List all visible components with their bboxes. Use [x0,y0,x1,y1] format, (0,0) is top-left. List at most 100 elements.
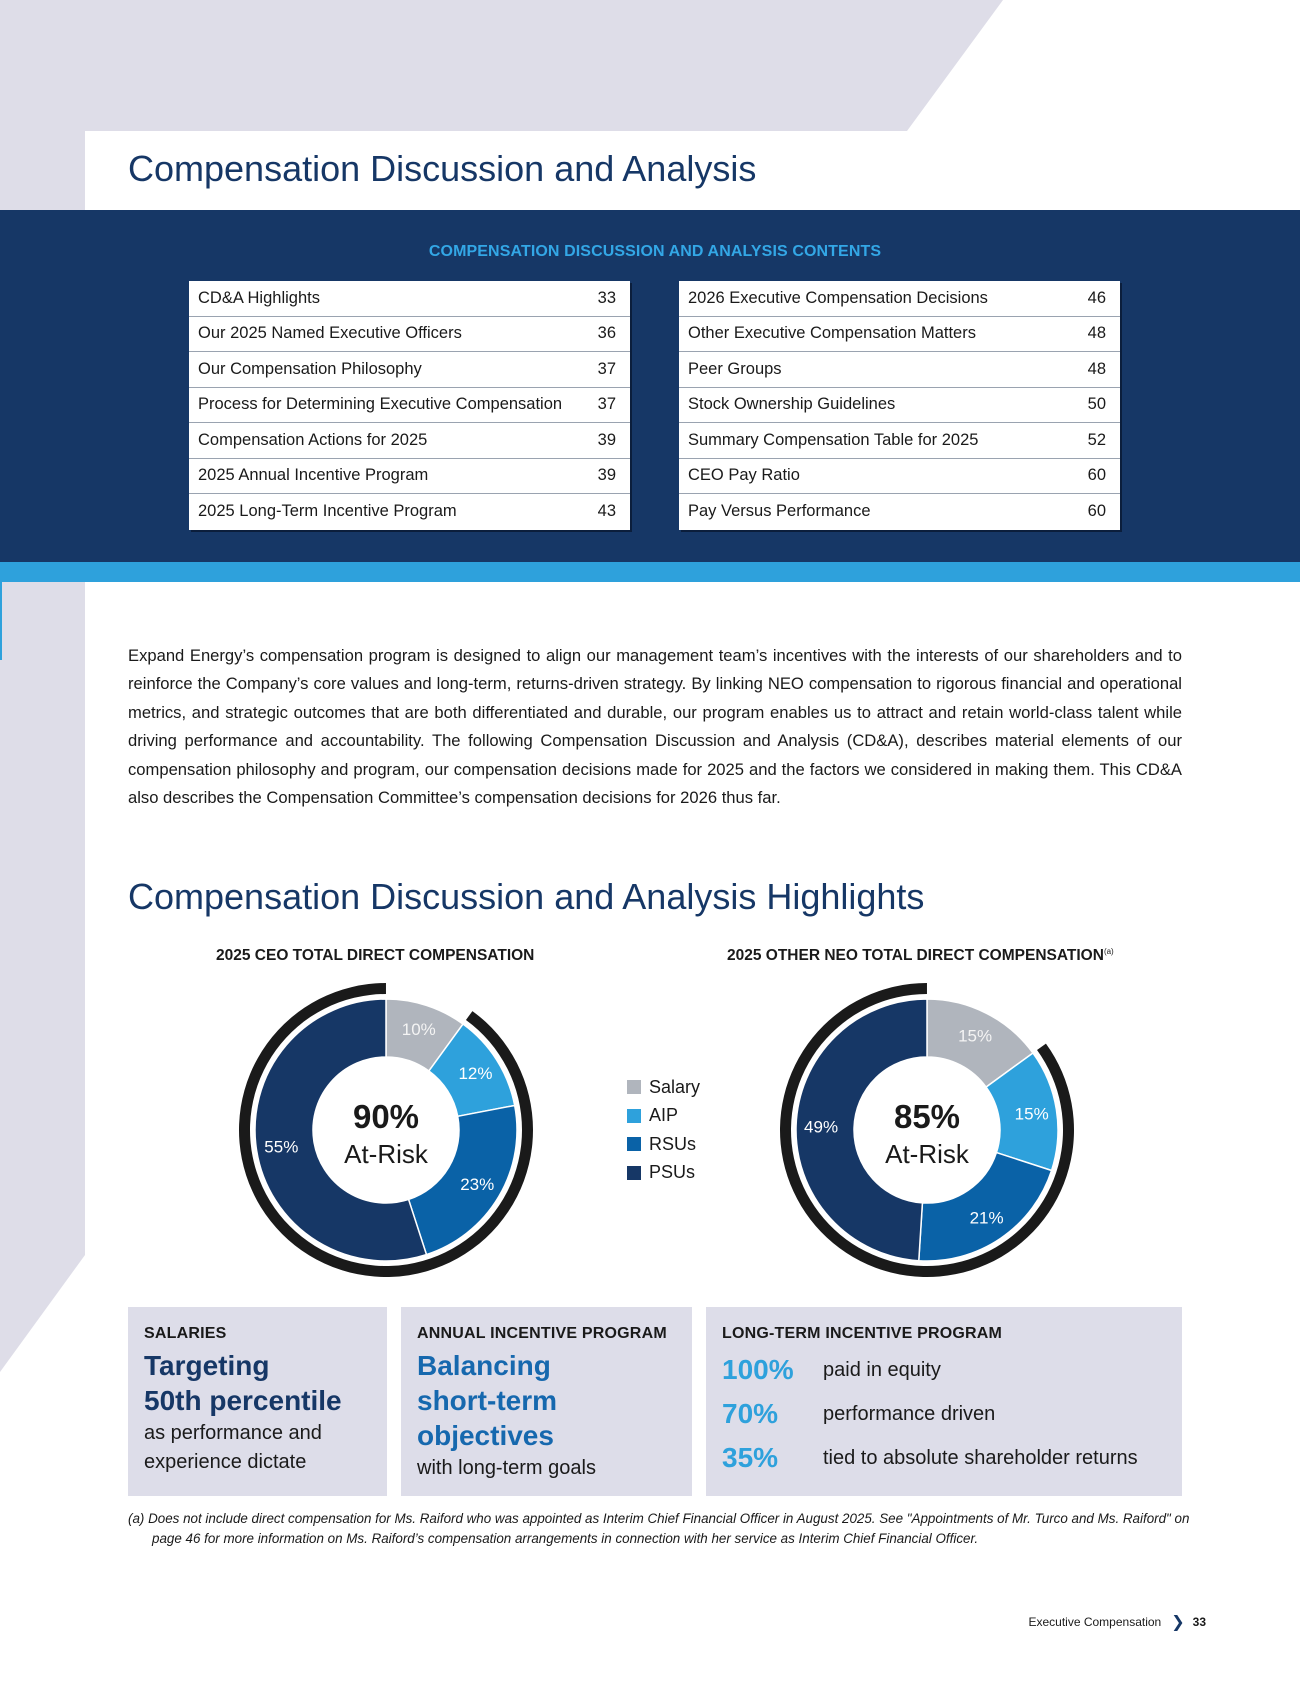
toc-row-page: 39 [597,430,616,449]
toc-accent-stripe [0,562,1300,582]
toc-row-label: CD&A Highlights [198,288,320,307]
page-footer: Executive Compensation ❯ 33 [1028,1612,1206,1632]
toc-row[interactable]: 2026 Executive Compensation Decisions 46 [679,281,1120,317]
toc-row-page: 39 [597,466,616,485]
page-title: Compensation Discussion and Analysis [128,148,757,189]
legend-swatch [627,1137,641,1152]
aip-headline-1: Balancing [417,1350,551,1381]
donut-slice-label: 49% [804,1118,838,1137]
toc-row[interactable]: Compensation Actions for 2025 39 [189,423,630,459]
toc-row[interactable]: Stock Ownership Guidelines 50 [679,388,1120,423]
toc-row[interactable]: 2025 Long-Term Incentive Program 43 [189,494,630,530]
toc-row-label: Our Compensation Philosophy [198,359,422,378]
legend-item-salary: Salary [627,1073,700,1102]
toc-row[interactable]: Summary Compensation Table for 2025 52 [679,423,1120,459]
lti-description: paid in equity [823,1358,941,1381]
legend-item-rsus: RSUs [627,1130,700,1159]
neo-chart-title-text: 2025 OTHER NEO TOTAL DIRECT COMPENSATION [727,947,1104,965]
toc-row[interactable]: 2025 Annual Incentive Program 39 [189,459,630,494]
toc-row-label: CEO Pay Ratio [688,466,800,485]
neo-chart-footnote-marker: (a) [1103,947,1114,956]
lti-row: 35% tied to absolute shareholder returns [722,1436,1166,1480]
donut-slice-label: 55% [264,1138,298,1157]
donut-center-label: At-Risk [885,1139,970,1169]
toc-row-page: 46 [1087,288,1106,307]
lti-box: LONG-TERM INCENTIVE PROGRAM 100% paid in … [706,1307,1182,1496]
ceo-chart-title-text: 2025 CEO TOTAL DIRECT COMPENSATION [216,947,535,965]
toc-row[interactable]: Process for Determining Executive Compen… [189,388,630,423]
salaries-headline-1: Targeting [144,1350,270,1381]
toc-row-page: 43 [597,502,616,521]
lti-row: 100% paid in equity [722,1348,1166,1392]
toc-table-left: CD&A Highlights 33 Our 2025 Named Executi… [189,281,630,530]
lti-row: 70% performance driven [722,1392,1166,1436]
donut-slice-label: 15% [958,1027,992,1046]
neo-donut-chart: 15% 15% 21% 49% 85% At-Risk [780,983,1074,1277]
toc-table-right: 2026 Executive Compensation Decisions 46 … [679,281,1120,530]
aip-headline-3: objectives [417,1420,554,1451]
salaries-box: SALARIES Targeting 50th percentile as pe… [128,1307,387,1496]
donut-center-label: At-Risk [344,1139,429,1169]
donut-slice-label: 15% [1015,1104,1049,1123]
aip-label: ANNUAL INCENTIVE PROGRAM [417,1325,667,1342]
toc-row[interactable]: Our Compensation Philosophy 37 [189,352,630,388]
donut-slice-label: 21% [970,1209,1004,1228]
toc-row[interactable]: CEO Pay Ratio 60 [679,459,1120,494]
donut-slice-rsus [917,1151,1053,1262]
ceo-chart-title: 2025 CEO TOTAL DIRECT COMPENSATION [216,947,534,965]
toc-row-page: 60 [1087,466,1106,485]
legend-label: AIP [649,1105,679,1126]
toc-row-label: Summary Compensation Table for 2025 [688,430,979,449]
lti-label: LONG-TERM INCENTIVE PROGRAM [722,1325,1003,1342]
footer-section-name: Executive Compensation [1028,1615,1162,1629]
toc-row-page: 50 [1087,395,1106,414]
legend-swatch [627,1108,641,1123]
salaries-headline-2: 50th percentile [144,1385,342,1416]
highlights-title: Compensation Discussion and Analysis Hig… [128,876,925,917]
legend-swatch [627,1165,641,1180]
toc-row-label: 2026 Executive Compensation Decisions [688,288,988,307]
toc-row[interactable]: CD&A Highlights 33 [189,281,630,317]
page-number: 33 [1192,1615,1206,1629]
toc-row-label: Stock Ownership Guidelines [688,395,896,414]
toc-row-label: Other Executive Compensation Matters [688,324,976,343]
aip-box: ANNUAL INCENTIVE PROGRAM Balancing short… [401,1307,692,1496]
salaries-sub-1: as performance and [144,1422,322,1444]
legend-label: RSUs [649,1133,697,1154]
aip-sub-1: with long-term goals [417,1457,596,1479]
chevron-right-icon: ❯ [1171,1614,1185,1631]
toc-row[interactable]: Other Executive Compensation Matters 48 [679,317,1120,352]
donut-slice-label: 23% [460,1175,494,1194]
donut-slice-label: 12% [458,1064,492,1083]
toc-row-label: Process for Determining Executive Compen… [198,395,563,414]
toc-row[interactable]: Pay Versus Performance 60 [679,494,1120,530]
toc-row-label: Compensation Actions for 2025 [198,430,428,449]
toc-row-page: 36 [597,324,616,343]
toc-row-page: 48 [1087,359,1106,378]
toc-row-page: 48 [1087,324,1106,343]
legend-label: PSUs [649,1162,696,1183]
donut-slice-rsus [407,1104,518,1256]
toc-row[interactable]: Our 2025 Named Executive Officers 36 [189,317,630,352]
lti-description: tied to absolute shareholder returns [823,1446,1138,1469]
legend-swatch [627,1080,641,1095]
neo-chart-title: 2025 OTHER NEO TOTAL DIRECT COMPENSATION… [727,947,1114,965]
donut-center-value: 90% [353,1098,419,1135]
salaries-label: SALARIES [144,1325,227,1342]
lti-percent: 100% [722,1354,794,1385]
lti-percent: 35% [722,1442,779,1473]
toc-row-label: Peer Groups [688,359,782,378]
toc-heading: COMPENSATION DISCUSSION AND ANALYSIS CON… [428,243,882,260]
toc-row[interactable]: Peer Groups 48 [679,352,1120,388]
toc-row-page: 52 [1087,430,1106,449]
toc-row-label: Pay Versus Performance [688,502,871,521]
donut-slice-psus [795,998,928,1262]
donut-center-value: 85% [894,1098,960,1135]
donut-slice-label: 10% [402,1020,436,1039]
toc-row-label: 2025 Annual Incentive Program [198,466,429,485]
lti-percent: 70% [722,1398,779,1429]
toc-row-label: 2025 Long-Term Incentive Program [198,502,457,521]
chart-legend: Salary AIP RSUs PSUs [627,1073,700,1187]
toc-row-page: 60 [1087,502,1106,521]
